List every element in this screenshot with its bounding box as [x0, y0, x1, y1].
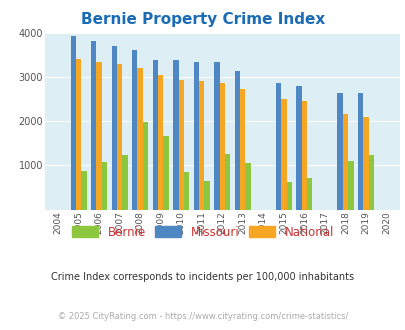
- Bar: [193, 62, 198, 210]
- Bar: [337, 93, 342, 210]
- Bar: [219, 83, 224, 210]
- Bar: [234, 71, 240, 210]
- Bar: [347, 161, 353, 210]
- Text: Bernie Property Crime Index: Bernie Property Crime Index: [81, 12, 324, 26]
- Bar: [117, 64, 122, 210]
- Bar: [158, 75, 163, 210]
- Bar: [76, 59, 81, 210]
- Bar: [91, 41, 96, 210]
- Text: Crime Index corresponds to incidents per 100,000 inhabitants: Crime Index corresponds to incidents per…: [51, 272, 354, 282]
- Bar: [301, 101, 306, 210]
- Bar: [96, 62, 102, 210]
- Bar: [296, 85, 301, 210]
- Bar: [245, 163, 250, 210]
- Bar: [357, 93, 362, 210]
- Bar: [224, 154, 230, 210]
- Bar: [362, 117, 368, 210]
- Bar: [306, 178, 312, 210]
- Bar: [178, 80, 183, 210]
- Bar: [183, 172, 189, 210]
- Bar: [368, 155, 373, 210]
- Bar: [70, 36, 76, 210]
- Bar: [275, 83, 281, 210]
- Bar: [111, 46, 117, 210]
- Text: © 2025 CityRating.com - https://www.cityrating.com/crime-statistics/: © 2025 CityRating.com - https://www.city…: [58, 312, 347, 321]
- Bar: [342, 114, 347, 210]
- Bar: [137, 68, 143, 210]
- Bar: [163, 136, 168, 210]
- Bar: [102, 162, 107, 210]
- Bar: [81, 171, 86, 210]
- Bar: [204, 181, 209, 210]
- Bar: [122, 155, 127, 210]
- Bar: [214, 62, 219, 210]
- Bar: [281, 99, 286, 210]
- Bar: [240, 89, 245, 210]
- Bar: [152, 60, 158, 210]
- Bar: [173, 60, 178, 210]
- Legend: Bernie, Missouri, National: Bernie, Missouri, National: [67, 221, 338, 243]
- Bar: [132, 50, 137, 210]
- Bar: [198, 81, 204, 210]
- Bar: [286, 182, 291, 210]
- Bar: [143, 122, 148, 210]
